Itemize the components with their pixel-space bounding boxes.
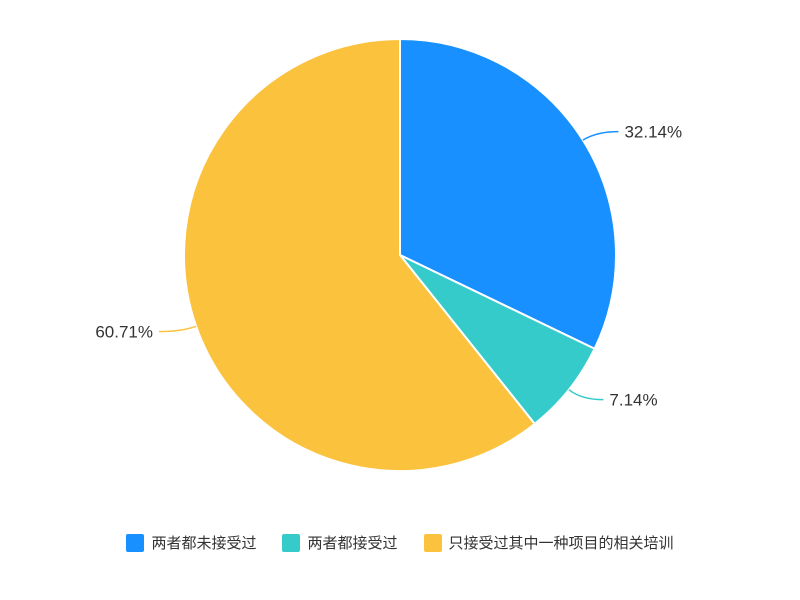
legend-label-one-only: 只接受过其中一种项目的相关培训 [448,534,674,552]
slice-labels: 32.14% 7.14% 60.71% [95,123,682,410]
pie-slice-neither[interactable] [399,37,617,351]
slice-label-one-only: 60.71% [95,323,153,342]
legend-swatch-neither [126,533,145,552]
pie-slices [183,37,617,472]
legend-label-both: 两者都接受过 [307,534,398,552]
legend-label-neither: 两者都未接受过 [151,534,257,552]
legend-item-both[interactable]: 两者都接受过 [282,532,398,553]
legend-swatch-one-only [423,533,442,552]
slice-label-neither: 32.14% [624,123,682,142]
legend-item-neither[interactable]: 两者都未接受过 [126,532,256,553]
leader-lines [159,130,619,401]
leader-line-both [568,389,604,401]
legend-swatch-both [282,533,301,552]
slice-label-both: 7.14% [609,391,657,410]
leader-line-neither [582,130,619,141]
legend: 两者都未接受过 两者都接受过 只接受过其中一种项目的相关培训 [0,532,800,553]
legend-item-one-only[interactable]: 只接受过其中一种项目的相关培训 [423,532,674,553]
leader-line-one-only [159,325,197,333]
